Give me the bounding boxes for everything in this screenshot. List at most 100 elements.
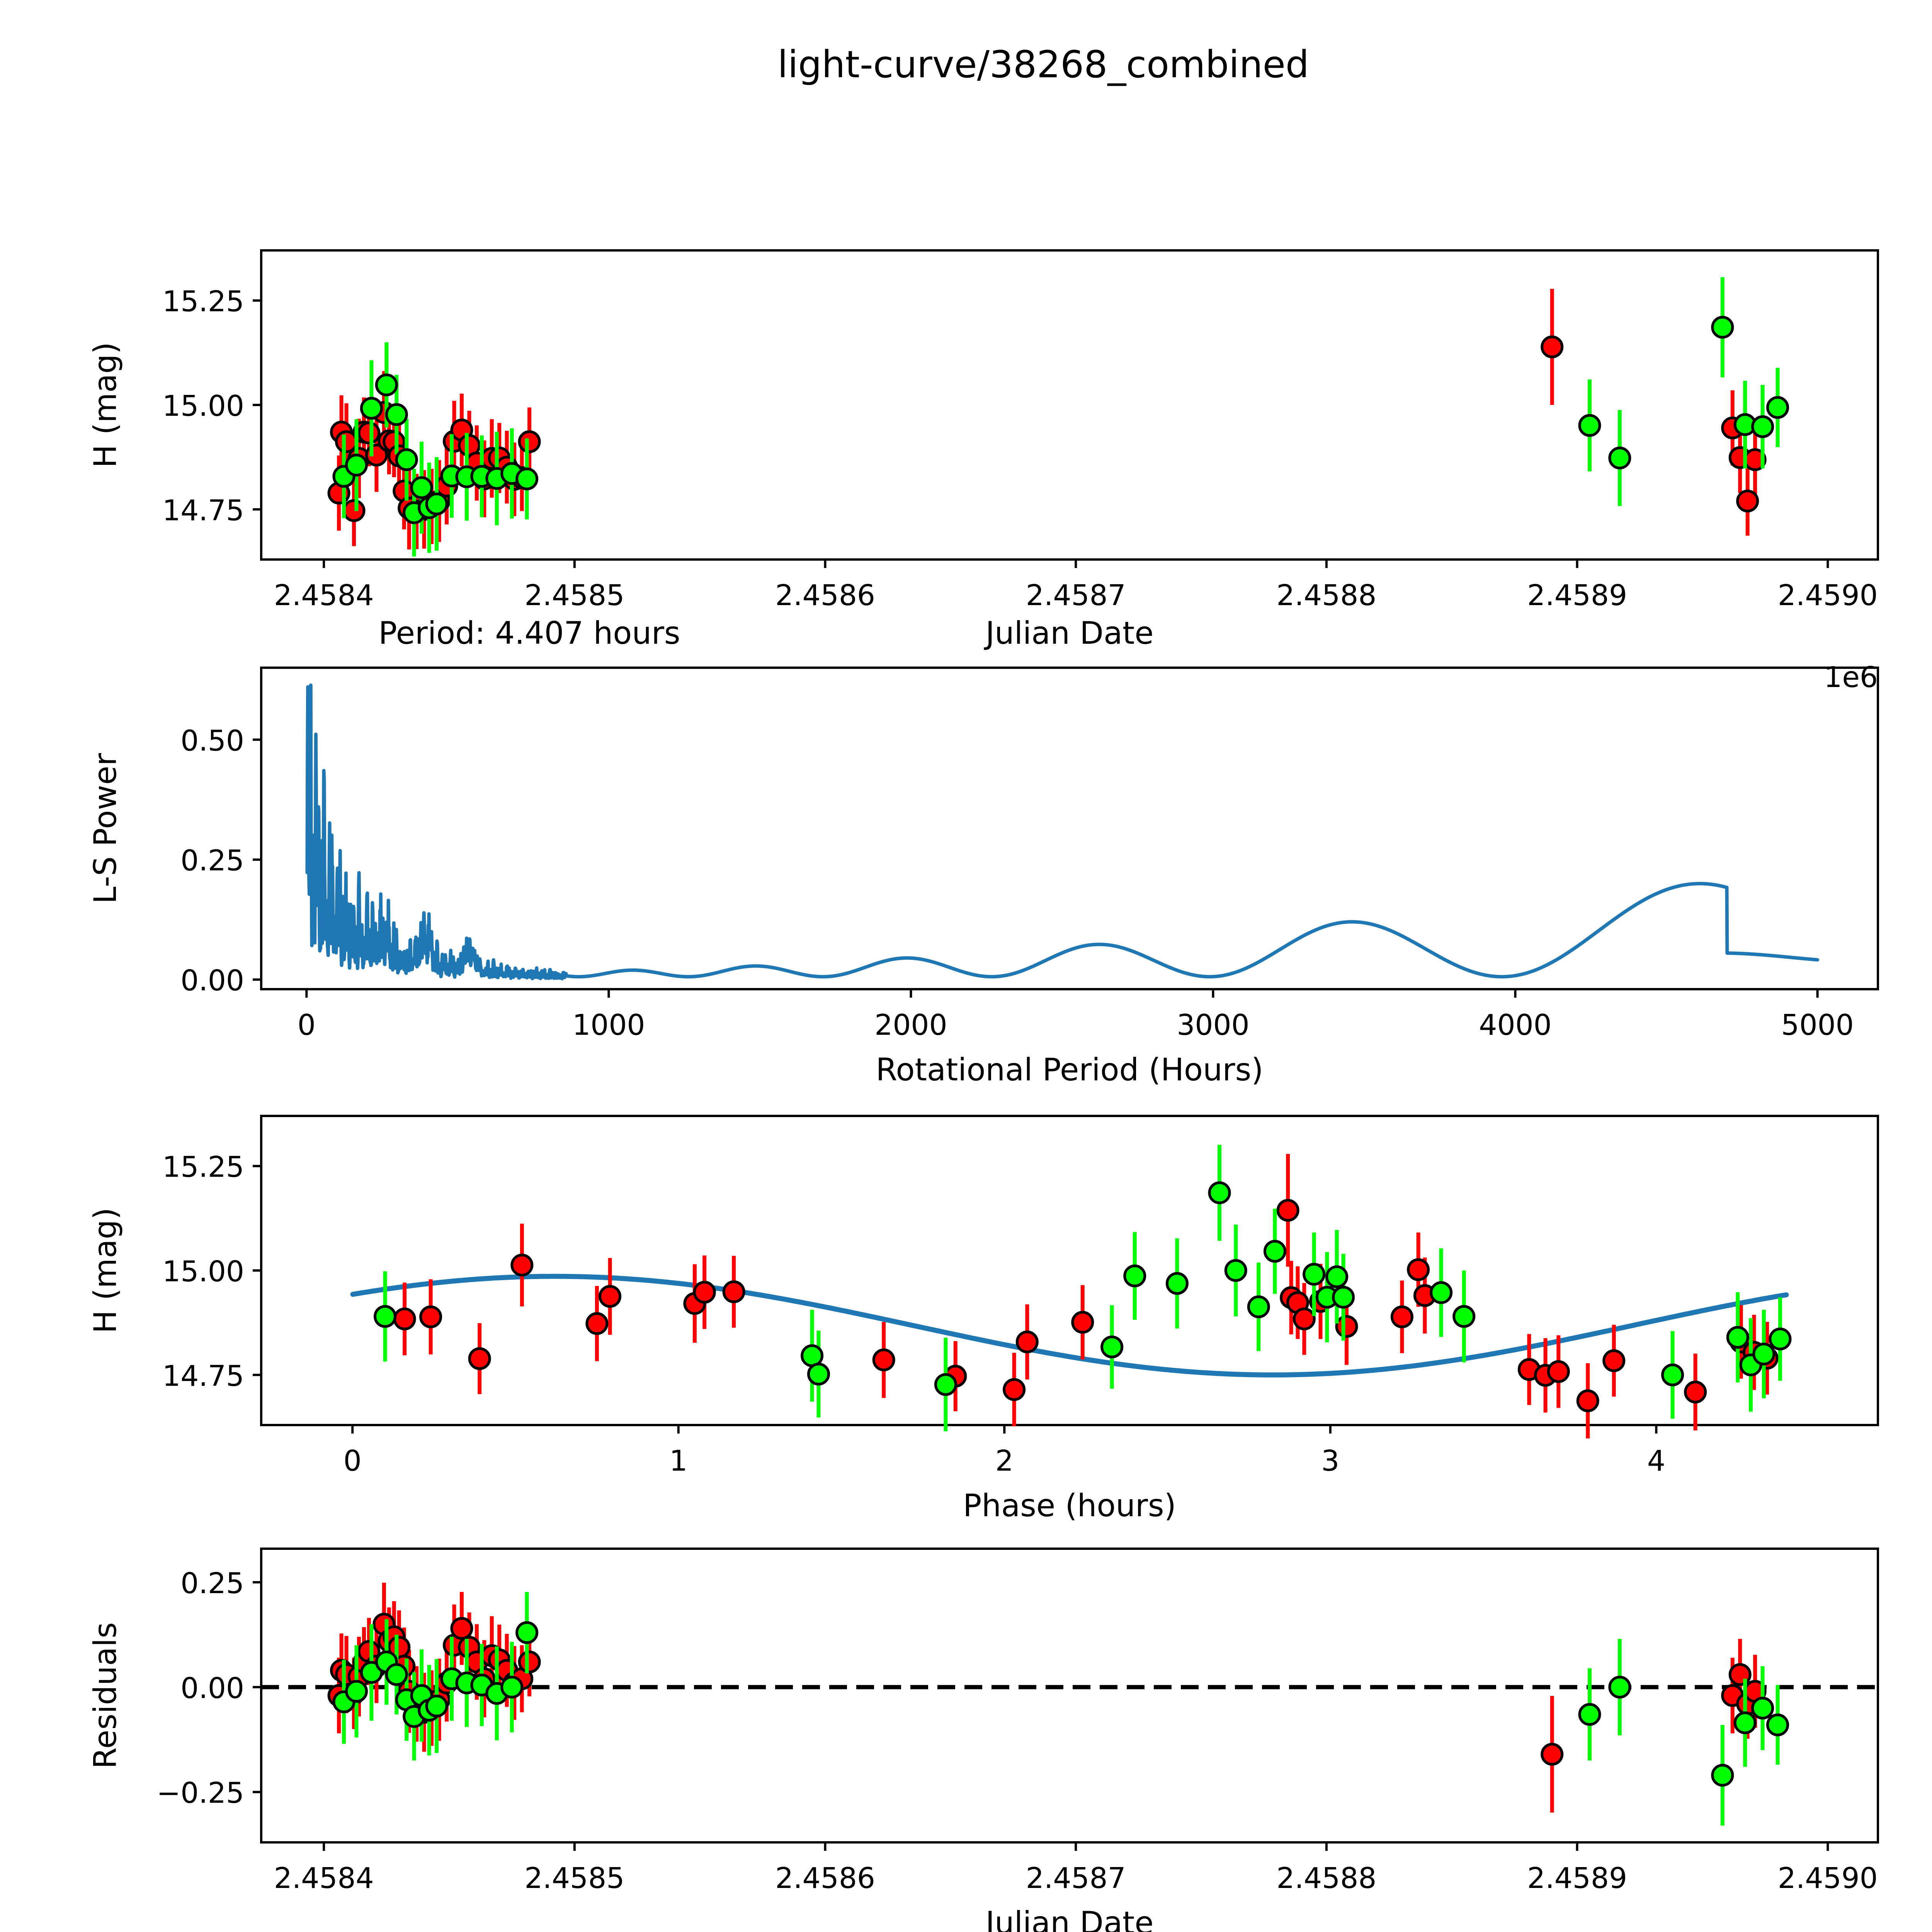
panel1-x-offset: 1e6 (1824, 661, 1878, 694)
data-point (1224, 1259, 1247, 1282)
data-point (1003, 1378, 1026, 1401)
data-point (345, 1680, 368, 1703)
data-point (585, 1312, 609, 1335)
panel4-xticklabel: 2.4586 (775, 1862, 875, 1895)
data-point (410, 476, 433, 499)
data-point (1430, 1281, 1453, 1304)
data-point (510, 1253, 534, 1277)
data-point (1452, 1305, 1476, 1328)
panel1-series-red (327, 289, 1767, 550)
data-point (1766, 1713, 1789, 1736)
panel2-xticklabel: 5000 (1781, 1009, 1854, 1042)
panel3-xticklabel: 1 (669, 1444, 687, 1478)
data-point (1578, 414, 1601, 437)
data-point (1303, 1263, 1326, 1286)
panel1-yticklabel: 15.25 (162, 285, 244, 318)
panel3-xticklabel: 2 (995, 1444, 1014, 1478)
data-point (1769, 1327, 1792, 1350)
data-point (1247, 1295, 1270, 1318)
data-point (1335, 1315, 1358, 1338)
panel2-yticklabel: 0.50 (180, 724, 244, 757)
data-point (357, 421, 381, 444)
data-point (1711, 316, 1734, 339)
data-point (1100, 1335, 1124, 1359)
data-point (393, 1307, 416, 1330)
panel3-xticklabel: 0 (344, 1444, 362, 1478)
panel-residuals: 2.4584 2.4585 2.4586 2.4587 2.4588 2.4589 2.45… (87, 1548, 1879, 1932)
data-point (1165, 1272, 1189, 1295)
panel1-yticklabel: 15.00 (162, 389, 244, 423)
panel2-xticklabel: 0 (298, 1009, 316, 1042)
panel2-xticklabel: 4000 (1479, 1009, 1551, 1042)
panel3-yticklabel: 14.75 (162, 1359, 244, 1393)
data-point (345, 454, 368, 477)
data-point (1123, 1264, 1146, 1287)
data-point (1547, 1360, 1570, 1383)
panel4-yticklabel: 0.25 (180, 1567, 244, 1600)
panel1-yticklabel: 14.75 (162, 494, 244, 527)
panel3-series-red (393, 1154, 1779, 1439)
data-point (1541, 1743, 1564, 1766)
panel4-series-red (327, 1582, 1767, 1813)
panel4-ylabel: Residuals (87, 1622, 123, 1769)
data-point (342, 499, 366, 522)
panel4-xticklabel: 2.4584 (274, 1862, 374, 1895)
data-point (1766, 396, 1789, 419)
panel3-frame (260, 1115, 1879, 1426)
panel1-xticklabel: 2.4585 (524, 579, 624, 612)
data-point (1407, 1258, 1430, 1281)
data-point (1015, 1330, 1039, 1354)
data-point (1325, 1265, 1349, 1288)
data-point (1332, 1286, 1355, 1309)
data-point (500, 1675, 524, 1699)
data-point (395, 448, 418, 471)
data-point (468, 1347, 491, 1370)
panel3-series-green (374, 1145, 1792, 1432)
data-point (1608, 446, 1631, 469)
data-point (1752, 1342, 1776, 1366)
model-sinusoid (350, 1274, 1789, 1378)
data-point (515, 1621, 539, 1644)
data-point (1728, 1663, 1752, 1686)
panel2-ylabel: L-S Power (87, 753, 123, 904)
data-point (1576, 1389, 1599, 1412)
data-point (1208, 1181, 1231, 1204)
data-point (385, 1663, 408, 1686)
panel4-yticklabel: −0.25 (156, 1777, 244, 1810)
panel1-ylabel: H (mag) (87, 342, 123, 468)
panel2-frame (260, 667, 1879, 990)
panel1-xticklabel: 2.4587 (1026, 579, 1126, 612)
panel4-xlabel: Julian Date (983, 1905, 1153, 1932)
data-point (419, 1305, 442, 1328)
data-point (425, 492, 448, 515)
data-point (1263, 1240, 1286, 1263)
data-point (807, 1362, 830, 1386)
data-point (1541, 335, 1564, 359)
data-point (375, 373, 398, 396)
panel4-xticklabel: 2.4590 (1778, 1862, 1878, 1895)
data-point (385, 403, 408, 426)
data-point (934, 1373, 957, 1396)
panel3-ylabel: H (mag) (87, 1208, 123, 1333)
data-point (1751, 415, 1774, 438)
panel4-series-green (332, 1592, 1789, 1826)
panel1-xlabel: Julian Date (983, 615, 1153, 651)
panel2-yticklabel: 0.00 (180, 964, 244, 997)
panel1-xticklabel: 2.4589 (1527, 579, 1627, 612)
data-point (1684, 1381, 1707, 1404)
data-point (518, 1650, 541, 1673)
data-point (1578, 1703, 1601, 1726)
panel-lomb-scargle: 0 1000 2000 3000 4000 5000 0.00 0.25 0.50 Rotatio… (87, 667, 1879, 1088)
data-point (1602, 1349, 1626, 1372)
data-point (515, 467, 539, 490)
panel3-xticklabel: 4 (1647, 1444, 1665, 1478)
panel1-series-green (332, 277, 1789, 557)
panel4-yticklabel: 0.00 (180, 1672, 244, 1705)
panel4-xticklabel: 2.4585 (524, 1862, 624, 1895)
panel1-xticklabel: 2.4590 (1778, 579, 1878, 612)
panel1-xticklabel: 2.4586 (775, 579, 875, 612)
data-point (599, 1285, 622, 1308)
panel4-frame (260, 1548, 1879, 1844)
